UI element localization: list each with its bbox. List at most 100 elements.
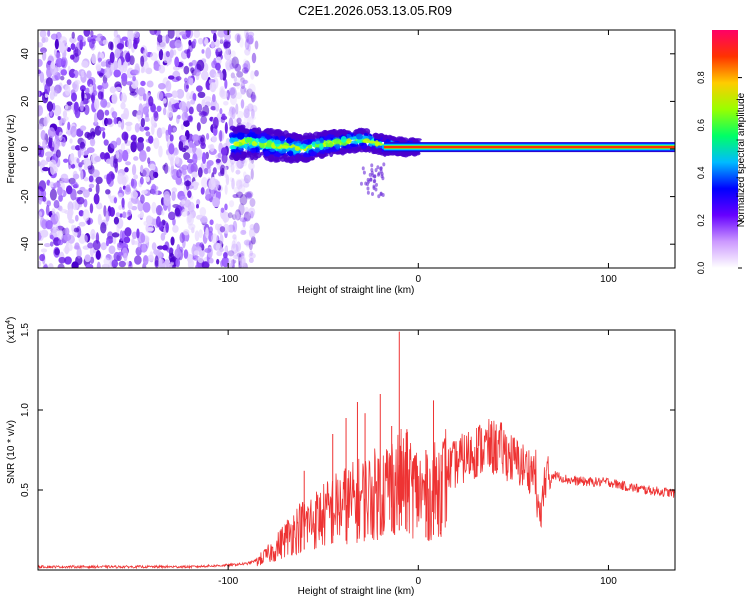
spectrogram-noise-blob xyxy=(96,109,105,121)
spectrogram-y-tick-label: 20 xyxy=(20,95,31,107)
spectrogram-noise-blob xyxy=(151,123,155,136)
spectrogram-noise-blob xyxy=(71,261,79,268)
spectrogram-noise-blob xyxy=(212,32,217,43)
spectrogram-noise-blob xyxy=(47,127,56,138)
spectrogram-noise-blob xyxy=(188,223,196,231)
spectrogram-noise-blob xyxy=(121,131,129,141)
spectrogram-track-blob xyxy=(401,137,409,143)
spectrogram-noise-blob xyxy=(195,246,202,252)
snr-y-tick-label: 1.0 xyxy=(20,403,31,417)
spectrogram-noise-blob xyxy=(230,259,237,264)
spectrogram-y-tick-label: 0 xyxy=(20,146,31,152)
spectrogram-noise-blob xyxy=(163,194,171,206)
spectrogram-noise-blob xyxy=(206,162,211,170)
spectrogram-noise-blob xyxy=(103,257,111,266)
spectrogram-noise-blob xyxy=(224,203,228,211)
spectrogram-noise-blob xyxy=(49,181,55,188)
spectrogram-noise-blob xyxy=(73,49,82,57)
spectrogram-noise-blob xyxy=(233,249,240,260)
spectrogram-noise-blob xyxy=(62,110,68,118)
spectrogram-track-blob xyxy=(379,169,383,174)
spectrogram-noise-blob xyxy=(244,47,251,56)
spectrogram-noise-blob xyxy=(90,30,94,38)
spectrogram-noise-blob xyxy=(196,85,203,92)
spectrogram-noise-blob xyxy=(50,163,56,176)
spectrogram-noise-blob xyxy=(124,227,132,237)
spectrogram-noise-blob xyxy=(104,109,110,116)
spectrogram-noise-blob xyxy=(94,156,101,163)
spectrogram-track-blob xyxy=(353,129,359,135)
spectrogram-noise-blob xyxy=(107,231,114,240)
spectrogram-noise-blob xyxy=(187,201,195,213)
snr-y-scale-text: (x10 xyxy=(6,323,17,343)
spectrogram-noise-blob xyxy=(183,145,189,150)
spectrogram-noise-blob xyxy=(180,208,189,217)
spectrogram-noise-blob xyxy=(120,92,127,104)
spectrogram-noise-blob xyxy=(219,226,226,233)
spectrogram-track-blob xyxy=(232,129,239,134)
spectrogram-noise-blob xyxy=(198,110,207,117)
spectrogram-noise-blob xyxy=(156,91,164,101)
spectrogram-noise-blob xyxy=(242,79,248,84)
spectrogram-noise-blob xyxy=(193,69,201,77)
spectrogram-noise-blob xyxy=(203,167,209,175)
spectrogram-noise-blob xyxy=(181,111,189,122)
spectrogram-noise-blob xyxy=(138,95,143,101)
spectrogram-noise-blob xyxy=(140,117,146,128)
spectrogram-noise-blob xyxy=(45,156,51,163)
colorbar-tick-label: 0.8 xyxy=(696,71,706,84)
spectrogram-noise-blob xyxy=(238,184,246,194)
spectrogram-track-blob xyxy=(345,138,352,144)
spectrogram-noise-blob xyxy=(143,117,150,123)
spectrogram-noise-blob xyxy=(148,96,154,107)
spectrogram-noise-blob xyxy=(215,49,219,57)
spectrogram-noise-blob xyxy=(219,71,224,81)
spectrogram-noise-blob xyxy=(132,137,137,149)
spectrogram-noise-blob xyxy=(176,169,182,178)
spectrogram-noise-blob xyxy=(110,60,114,73)
spectrogram-noise-blob xyxy=(89,137,96,147)
spectrogram-noise-blob xyxy=(243,174,251,184)
spectrogram-noise-blob xyxy=(243,69,249,75)
spectrogram-noise-blob xyxy=(240,229,247,236)
spectrogram-noise-blob xyxy=(243,211,252,222)
spectrogram-noise-blob xyxy=(94,98,100,110)
spectrogram-noise-blob xyxy=(219,247,224,252)
spectrogram-noise-blob xyxy=(69,153,75,165)
spectrogram-track-blob xyxy=(295,156,300,164)
spectrogram-noise-blob xyxy=(158,259,166,268)
spectrogram-noise-blob xyxy=(248,36,254,45)
spectrogram-noise-blob xyxy=(211,233,218,244)
spectrogram-track-blob xyxy=(302,135,310,139)
spectrogram-noise-blob xyxy=(201,215,208,225)
spectrogram-noise-blob xyxy=(111,259,118,268)
spectrogram-noise-blob xyxy=(250,239,258,245)
spectrogram-noise-blob xyxy=(235,158,241,170)
spectrogram-noise-blob xyxy=(71,31,75,39)
spectrogram-noise-blob xyxy=(165,80,172,92)
spectrogram-noise-blob xyxy=(167,123,172,136)
spectrogram-noise-blob xyxy=(236,34,241,44)
spectrogram-noise-blob xyxy=(205,227,209,239)
spectrogram-noise-blob xyxy=(242,217,246,228)
spectrogram-noise-blob xyxy=(232,193,239,199)
snr-y-tick-label: 0.5 xyxy=(20,483,31,497)
spectrogram-track-blob xyxy=(376,147,382,154)
spectrogram-noise-blob xyxy=(181,199,186,205)
spectrogram-noise-blob xyxy=(225,59,233,71)
spectrogram-noise-blob xyxy=(224,246,228,253)
spectrogram-noise-blob xyxy=(254,69,259,77)
spectrogram-track-blob xyxy=(259,141,265,149)
spectrogram-noise-blob xyxy=(117,58,122,70)
spectrogram-track-blob xyxy=(315,140,321,145)
spectrogram-noise-blob xyxy=(139,243,148,253)
spectrogram-noise-blob xyxy=(228,106,234,118)
spectrogram-track-blob xyxy=(302,143,308,148)
spectrogram-noise-blob xyxy=(241,67,249,74)
spectrogram-noise-blob xyxy=(201,99,206,108)
spectrogram-noise-blob xyxy=(42,196,47,202)
spectrogram-track-blob xyxy=(366,190,370,195)
spectrogram-track-blob xyxy=(380,134,388,142)
spectrogram-noise-blob xyxy=(170,236,175,246)
